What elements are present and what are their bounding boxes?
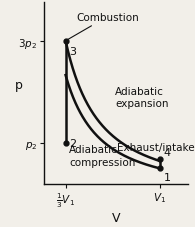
Text: 3: 3 bbox=[69, 47, 76, 57]
Text: Exhaust/intake: Exhaust/intake bbox=[117, 142, 195, 152]
Text: 2: 2 bbox=[69, 138, 76, 148]
Text: Combustion: Combustion bbox=[68, 12, 139, 40]
Text: p: p bbox=[15, 78, 22, 91]
Text: Adiabatic
compression: Adiabatic compression bbox=[69, 145, 136, 167]
Text: Adiabatic
expansion: Adiabatic expansion bbox=[115, 86, 169, 109]
X-axis label: V: V bbox=[112, 211, 121, 224]
Text: 4: 4 bbox=[164, 148, 171, 158]
Text: 1: 1 bbox=[164, 173, 171, 183]
